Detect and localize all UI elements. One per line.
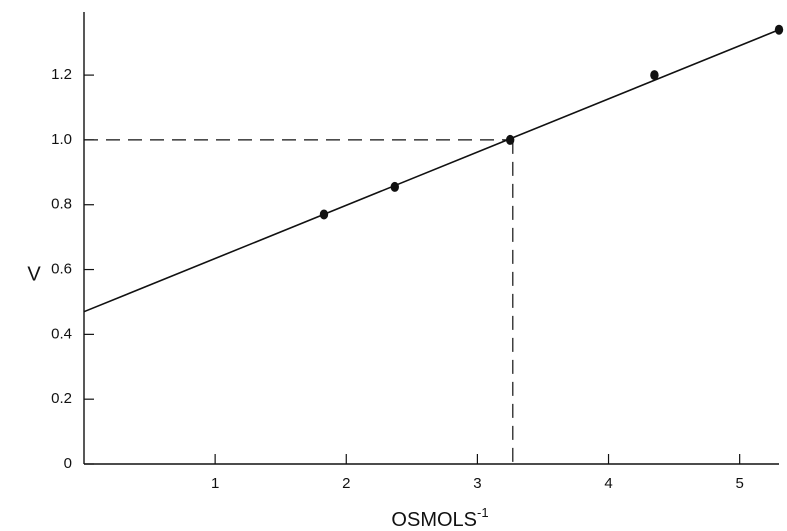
x-axis-title-superscript: -1 bbox=[477, 505, 489, 520]
reference-lines bbox=[84, 139, 514, 464]
x-tick-label-2: 3 bbox=[473, 475, 481, 492]
x-axis-title: OSMOLS-1 bbox=[391, 505, 488, 531]
y-tick-label-4: 0.8 bbox=[51, 196, 72, 213]
data-point-3 bbox=[650, 70, 659, 81]
y-tick-label-1: 0.2 bbox=[51, 390, 72, 407]
fit-line-group bbox=[83, 28, 780, 313]
data-point-2 bbox=[505, 134, 515, 145]
x-tick-label-4: 5 bbox=[735, 475, 743, 492]
data-points bbox=[319, 24, 784, 220]
x-tick-label-1: 2 bbox=[342, 475, 350, 492]
data-point-0 bbox=[319, 209, 329, 220]
y-tick-label-0: 0 bbox=[64, 455, 72, 472]
x-axis-title-main: OSMOLS bbox=[391, 509, 477, 531]
axes: 0 0.2 0.4 0.6 0.8 1.0 1.2 1 2 3 4 5 bbox=[51, 12, 779, 492]
data-point-4 bbox=[774, 24, 784, 35]
x-tick-label-0: 1 bbox=[211, 475, 219, 492]
x-tick-label-3: 4 bbox=[604, 475, 612, 492]
y-tick-label-6: 1.2 bbox=[51, 66, 72, 83]
y-tick-label-3: 0.6 bbox=[51, 261, 72, 278]
axis-labels: V OSMOLS-1 bbox=[27, 263, 488, 531]
y-axis-title: V bbox=[27, 263, 41, 285]
y-tick-label-2: 0.4 bbox=[51, 325, 72, 342]
fit-line bbox=[83, 28, 780, 313]
data-point-1 bbox=[390, 181, 399, 192]
y-tick-label-5: 1.0 bbox=[51, 131, 72, 148]
